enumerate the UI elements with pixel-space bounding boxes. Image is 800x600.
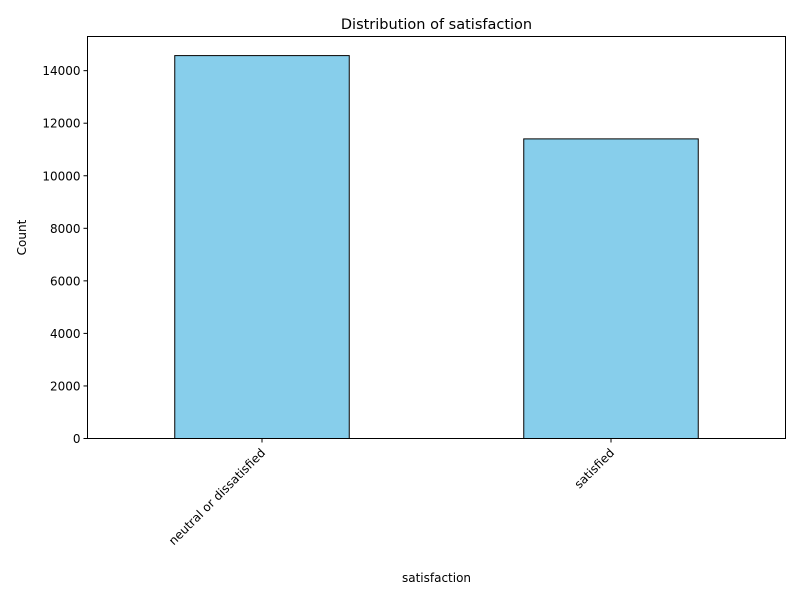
bar-1 <box>523 138 699 440</box>
x-axis-label: satisfaction <box>402 571 471 585</box>
x-axis-ticks: neutral or dissatisfied satisfied <box>166 438 618 548</box>
y-tick-label: 8000 <box>50 222 81 236</box>
y-tick-label: 10000 <box>42 169 80 183</box>
bar-0 <box>174 55 350 440</box>
y-tick-label: 0 <box>73 432 81 446</box>
y-tick-label: 12000 <box>42 117 80 131</box>
y-axis-ticks: 0 2000 4000 6000 8000 10000 12000 14000 <box>42 64 88 446</box>
plot-frame <box>87 36 786 439</box>
bars-group <box>174 55 699 440</box>
y-tick-label: 6000 <box>50 274 81 288</box>
chart-title: Distribution of satisfaction <box>341 17 532 33</box>
x-tick-label: neutral or dissatisfied <box>166 446 268 548</box>
y-tick-label: 14000 <box>42 64 80 78</box>
y-tick-label: 2000 <box>50 379 81 393</box>
y-axis-label: Count <box>15 219 29 255</box>
x-tick-label: satisfied <box>572 446 618 492</box>
y-tick-label: 4000 <box>50 327 81 341</box>
